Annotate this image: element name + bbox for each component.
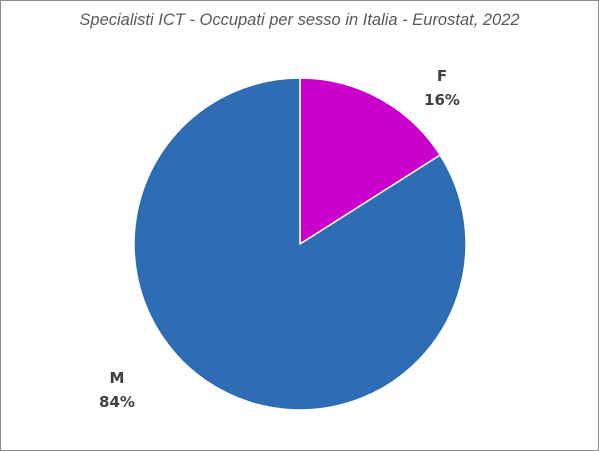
data-label-percent-m: 84% [99,393,135,411]
pie-slice-f [299,77,441,245]
data-label-category-m: M [110,369,125,387]
data-label-percent-f: 16% [424,91,460,109]
chart-title: Specialisti ICT - Occupati per sesso in … [79,11,520,29]
pie-slices [133,77,467,411]
pie-slice-m [133,77,467,411]
data-label-category-f: F [437,67,447,85]
